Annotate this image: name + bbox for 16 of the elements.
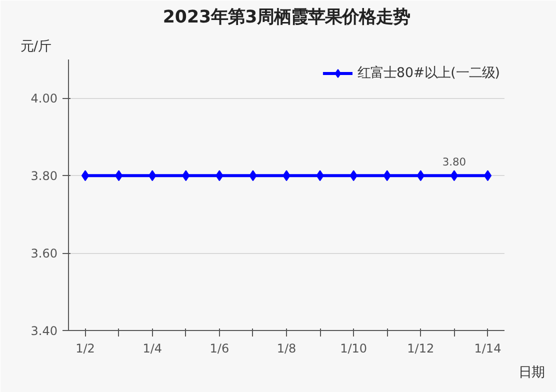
data-label: 3.80: [442, 156, 466, 169]
y-tick-label: 3.40: [30, 324, 58, 338]
x-tick-label: 1/2: [76, 342, 95, 356]
x-tick-label: 1/8: [276, 342, 296, 356]
chart-title: 2023年第3周栖霞苹果价格走势: [162, 8, 410, 28]
legend-label: 红富士80#以上(一二级): [357, 64, 500, 82]
y-tick-label: 3.60: [30, 246, 58, 261]
x-tick-label: 1/6: [210, 342, 230, 356]
x-axis-title: 日期: [518, 366, 544, 380]
y-tick-label: 3.80: [30, 169, 58, 184]
x-tick-label: 1/4: [142, 342, 162, 356]
x-tick-label: 1/10: [340, 342, 368, 356]
y-tick-label: 4.00: [30, 92, 58, 106]
x-tick-label: 1/14: [474, 342, 502, 356]
y-axis-title: 元/斤: [20, 40, 51, 54]
x-tick-label: 1/12: [407, 342, 434, 356]
